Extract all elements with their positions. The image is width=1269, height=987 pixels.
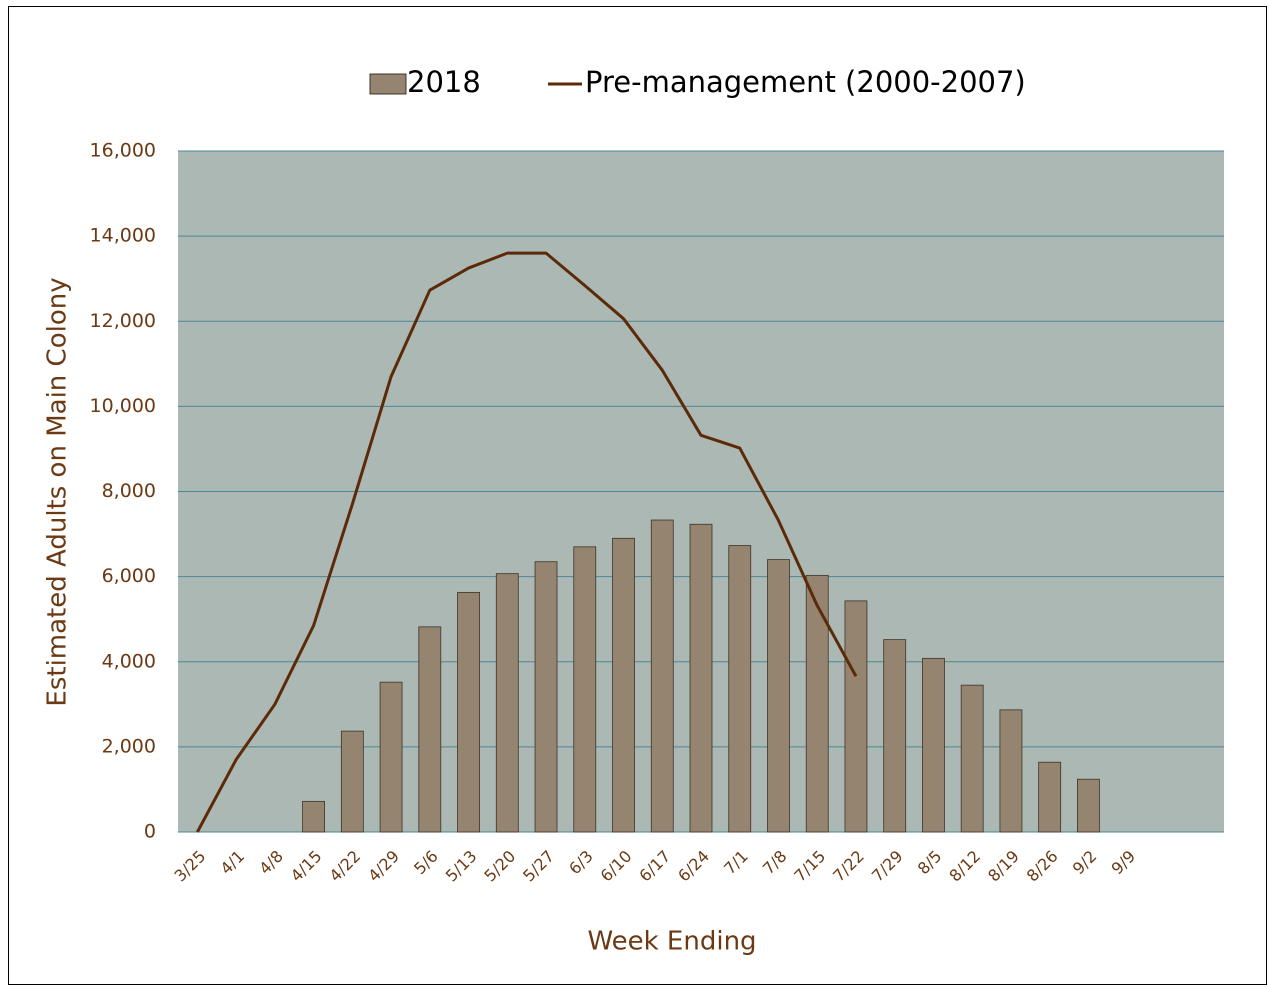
bar bbox=[418, 626, 442, 833]
y-axis-title: Estimated Adults on Main Colony bbox=[43, 277, 73, 706]
bar bbox=[379, 681, 403, 833]
bar bbox=[612, 537, 635, 833]
bar bbox=[960, 684, 984, 833]
bar bbox=[805, 574, 829, 833]
y-tick-label: 16,000 bbox=[90, 140, 156, 162]
y-tick-label: 14,000 bbox=[90, 225, 156, 247]
bar bbox=[302, 800, 325, 833]
x-axis-title: Week Ending bbox=[587, 927, 756, 957]
y-tick-label: 2,000 bbox=[102, 735, 156, 757]
bar bbox=[922, 657, 945, 833]
bar bbox=[340, 730, 364, 833]
legend-label: 2018 bbox=[407, 65, 481, 99]
bar bbox=[457, 591, 480, 833]
bar bbox=[534, 561, 558, 833]
y-tick-label: 4,000 bbox=[102, 650, 156, 672]
y-tick-label: 6,000 bbox=[102, 565, 156, 587]
bar bbox=[999, 709, 1023, 833]
bar bbox=[883, 639, 907, 833]
legend-label: Pre-management (2000-2007) bbox=[585, 65, 1026, 99]
bar bbox=[1038, 761, 1062, 833]
bar bbox=[767, 559, 790, 833]
bar bbox=[573, 546, 597, 833]
bar bbox=[844, 600, 868, 833]
bar bbox=[689, 523, 713, 833]
bar bbox=[1077, 778, 1100, 833]
bar bbox=[495, 573, 519, 833]
legend-swatch bbox=[369, 73, 407, 95]
y-tick-label: 0 bbox=[144, 821, 156, 843]
line bbox=[196, 251, 858, 833]
bar bbox=[650, 519, 674, 833]
y-tick-label: 10,000 bbox=[90, 395, 156, 417]
y-tick-label: 8,000 bbox=[102, 480, 156, 502]
bar bbox=[728, 545, 752, 833]
y-tick-label: 12,000 bbox=[90, 310, 156, 332]
